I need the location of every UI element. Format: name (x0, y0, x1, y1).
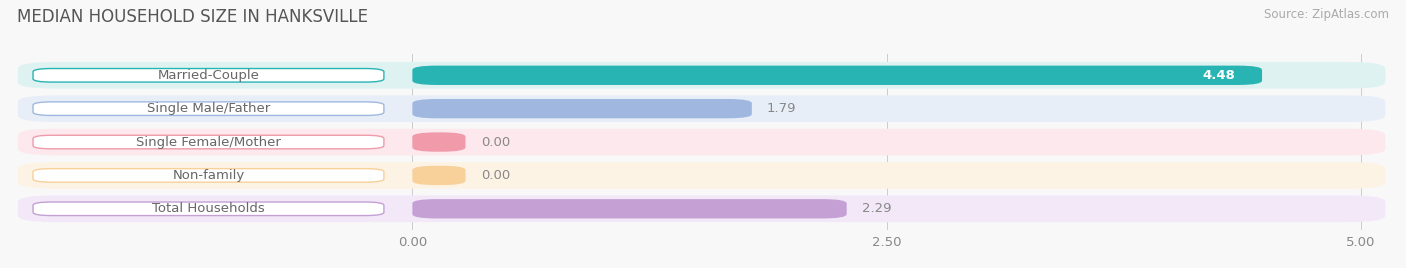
FancyBboxPatch shape (18, 95, 1385, 122)
FancyBboxPatch shape (18, 62, 1385, 89)
FancyBboxPatch shape (412, 166, 465, 185)
FancyBboxPatch shape (18, 162, 1385, 189)
FancyBboxPatch shape (18, 129, 1385, 155)
FancyBboxPatch shape (32, 169, 384, 182)
Text: 0.00: 0.00 (481, 136, 510, 148)
Text: MEDIAN HOUSEHOLD SIZE IN HANKSVILLE: MEDIAN HOUSEHOLD SIZE IN HANKSVILLE (17, 8, 368, 26)
Text: Source: ZipAtlas.com: Source: ZipAtlas.com (1264, 8, 1389, 21)
Text: 4.48: 4.48 (1202, 69, 1234, 82)
Text: Total Households: Total Households (152, 202, 264, 215)
FancyBboxPatch shape (412, 199, 846, 218)
Text: Single Female/Mother: Single Female/Mother (136, 136, 281, 148)
FancyBboxPatch shape (18, 195, 1385, 222)
Text: 1.79: 1.79 (768, 102, 797, 115)
FancyBboxPatch shape (32, 135, 384, 149)
FancyBboxPatch shape (412, 132, 465, 152)
FancyBboxPatch shape (412, 99, 752, 118)
FancyBboxPatch shape (32, 102, 384, 116)
Text: Married-Couple: Married-Couple (157, 69, 259, 82)
FancyBboxPatch shape (1178, 68, 1258, 82)
FancyBboxPatch shape (32, 69, 384, 82)
Text: Single Male/Father: Single Male/Father (146, 102, 270, 115)
Text: 2.29: 2.29 (862, 202, 891, 215)
Text: Non-family: Non-family (173, 169, 245, 182)
FancyBboxPatch shape (32, 202, 384, 215)
Text: 0.00: 0.00 (481, 169, 510, 182)
FancyBboxPatch shape (412, 66, 1263, 85)
